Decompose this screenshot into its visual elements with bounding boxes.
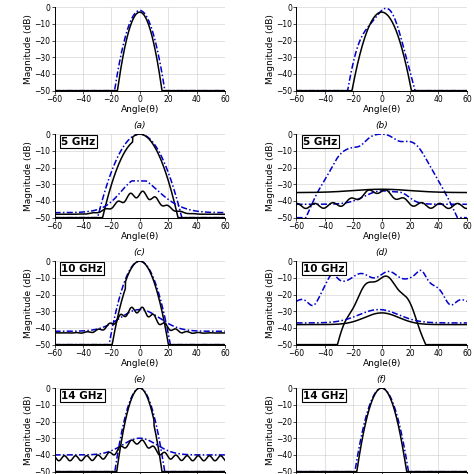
Text: (c): (c): [134, 248, 146, 257]
Text: (a): (a): [134, 121, 146, 130]
Y-axis label: Magnitude (dB): Magnitude (dB): [266, 14, 275, 84]
Text: 5 GHz: 5 GHz: [61, 137, 96, 146]
Text: (e): (e): [134, 375, 146, 384]
Text: 10 GHz: 10 GHz: [303, 264, 345, 273]
Y-axis label: Magnitude (dB): Magnitude (dB): [24, 14, 33, 84]
Y-axis label: Magnitude (dB): Magnitude (dB): [266, 268, 275, 338]
Y-axis label: Magnitude (dB): Magnitude (dB): [24, 268, 33, 338]
Y-axis label: Magnitude (dB): Magnitude (dB): [266, 141, 275, 211]
X-axis label: Angle(θ): Angle(θ): [363, 359, 401, 368]
Y-axis label: Magnitude (dB): Magnitude (dB): [24, 141, 33, 211]
Y-axis label: Magnitude (dB): Magnitude (dB): [24, 395, 33, 465]
Text: (d): (d): [375, 248, 388, 257]
Text: 14 GHz: 14 GHz: [61, 391, 103, 401]
X-axis label: Angle(θ): Angle(θ): [363, 232, 401, 241]
Text: 10 GHz: 10 GHz: [61, 264, 103, 273]
X-axis label: Angle(θ): Angle(θ): [120, 105, 159, 114]
X-axis label: Angle(θ): Angle(θ): [363, 105, 401, 114]
X-axis label: Angle(θ): Angle(θ): [120, 359, 159, 368]
Y-axis label: Magnitude (dB): Magnitude (dB): [266, 395, 275, 465]
Text: (b): (b): [375, 121, 388, 130]
Text: 5 GHz: 5 GHz: [303, 137, 337, 146]
Text: 14 GHz: 14 GHz: [303, 391, 345, 401]
Text: (f): (f): [377, 375, 387, 384]
X-axis label: Angle(θ): Angle(θ): [120, 232, 159, 241]
